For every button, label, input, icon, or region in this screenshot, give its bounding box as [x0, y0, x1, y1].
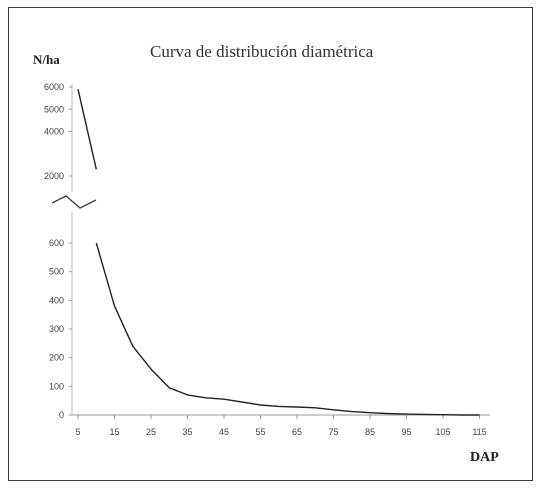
- x-tick-label: 35: [182, 427, 192, 437]
- y-tick-label: 300: [49, 324, 64, 334]
- x-tick-label: 5: [75, 427, 80, 437]
- y-tick-label: 200: [49, 353, 64, 363]
- x-tick-label: 25: [146, 427, 156, 437]
- x-tick-label: 75: [328, 427, 338, 437]
- y-tick-label: 400: [49, 295, 64, 305]
- x-tick-label: 105: [435, 427, 450, 437]
- x-tick-label: 15: [109, 427, 119, 437]
- x-tick-label: 85: [365, 427, 375, 437]
- x-tick-label: 95: [401, 427, 411, 437]
- y-tick-label: 2000: [44, 171, 64, 181]
- axis-break-mark: [51, 195, 97, 209]
- y-tick-label: 4000: [44, 127, 64, 137]
- y-tick-label: 0: [59, 410, 64, 420]
- series-line-lower: [95, 242, 480, 416]
- x-axis-label: DAP: [470, 450, 499, 465]
- x-tick-label: 55: [255, 427, 265, 437]
- y-tick-label: 5000: [44, 104, 64, 114]
- y-tick-label: 500: [49, 267, 64, 277]
- x-tick-label: 65: [292, 427, 302, 437]
- chart-frame: [8, 7, 533, 481]
- y-tick-label: 6000: [44, 82, 64, 92]
- series-line-upper: [77, 89, 97, 170]
- chart-title: Curva de distribución diamétrica: [150, 42, 374, 61]
- x-tick-label: 45: [219, 427, 229, 437]
- y-tick-label: 100: [49, 381, 64, 391]
- x-tick-label: 115: [472, 427, 486, 437]
- y-axis-label: N/ha: [33, 52, 60, 67]
- y-tick-label: 600: [49, 238, 64, 248]
